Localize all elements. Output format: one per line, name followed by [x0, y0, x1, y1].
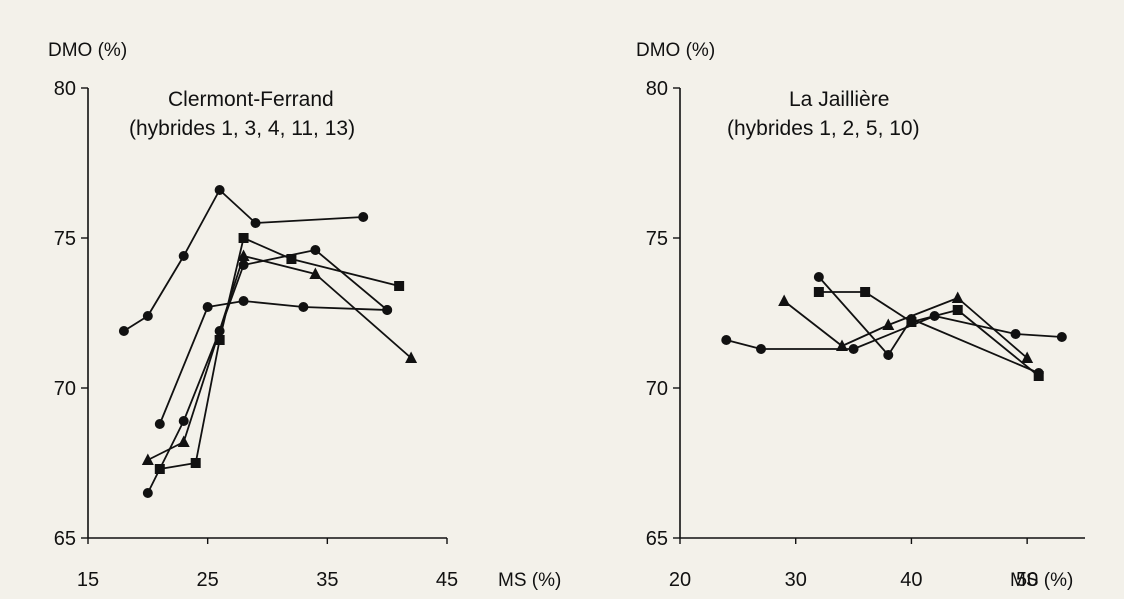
chart-1-series-2-point [154, 419, 165, 429]
chart-1-xtick-label: 25 [197, 569, 219, 591]
chart-1-series-5-point [214, 326, 225, 336]
chart-2-xtick-label: 30 [785, 569, 807, 591]
chart-2-ytick-label: 80 [646, 78, 668, 100]
chart-1-series-3-point [177, 435, 190, 447]
chart-2-ylabel: DMO (%) [636, 40, 715, 61]
chart-1-axes [87, 88, 447, 539]
chart-1-xlabel: MS (%) [498, 570, 561, 591]
chart-2-series-2-line [818, 276, 1040, 374]
chart-1-series-5-point [142, 488, 153, 498]
chart-1-series-1-point [178, 251, 189, 261]
chart-2-xtick-label: 40 [900, 569, 922, 591]
chart-2-xlabel: MS (%) [1010, 570, 1073, 591]
chart-2-series-1-point [1010, 329, 1021, 339]
chart-2-series-3-point [951, 291, 964, 303]
chart-1-series-4-point [394, 281, 405, 291]
chart-1-series-3-point [405, 351, 418, 363]
chart-2-xtick-label: 50 [1016, 569, 1038, 591]
chart-2-series-4-point [1033, 371, 1044, 381]
chart-2-ytick-label: 75 [646, 228, 668, 250]
chart-2-series-1-point [756, 344, 766, 354]
chart-1-series-1-point [250, 218, 261, 228]
chart-1-series-4-point [238, 233, 249, 243]
chart-2-ticks: 65 70 75 80 20 30 40 50 [646, 78, 1039, 591]
chart-2-series-4-point [860, 287, 871, 297]
chart-1-series-4-point [214, 335, 225, 345]
chart-1-title: Clermont-Ferrand [168, 88, 334, 111]
chart-la-jailliere: DMO (%) La Jaillière (hybrides 1, 2, 5, … [636, 40, 1085, 591]
chart-2-xtick-label: 20 [669, 569, 691, 591]
chart-2-series-4-point [813, 287, 824, 297]
chart-2-title: La Jaillière [789, 88, 889, 111]
chart-2-series-3-point [836, 339, 848, 351]
chart-2-axes [679, 88, 1085, 539]
chart-1-xtick-label: 15 [77, 569, 99, 591]
chart-2-subtitle: (hybrides 1, 2, 5, 10) [727, 117, 920, 140]
chart-1-series-3-point [141, 453, 154, 465]
chart-2-series [721, 272, 1067, 381]
chart-2-series-4-point [952, 305, 963, 315]
chart-2-series-3-point [1021, 351, 1034, 363]
chart-1-series-1-point [142, 311, 153, 321]
chart-2-series-1-line [726, 315, 1062, 350]
chart-1-ticks: 65 70 75 80 15 25 35 45 [54, 78, 458, 591]
chart-1-ytick-label: 75 [54, 228, 76, 250]
chart-1-series-5-point [382, 305, 393, 315]
chart-2-series-3-point [778, 294, 791, 306]
chart-1-ytick-label: 80 [54, 78, 76, 100]
chart-1-series-2-point [202, 302, 213, 312]
chart-2-series-1-point [1056, 332, 1067, 342]
chart-2-series-4-point [906, 317, 917, 327]
chart-1-series-5-line [146, 249, 388, 494]
chart-1-series-5-point [310, 245, 321, 255]
chart-1-ytick-label: 70 [54, 378, 76, 400]
chart-1-subtitle: (hybrides 1, 3, 4, 11, 13) [129, 117, 355, 140]
chart-2-series-1-point [848, 344, 859, 354]
chart-1-series-1-point [118, 326, 129, 336]
chart-1-series-1-point [358, 212, 369, 222]
chart-1-series-2-point [238, 296, 249, 306]
chart-2-series-2-point [813, 272, 824, 282]
chart-1-series-1-point [214, 185, 225, 195]
chart-1-series-4-point [286, 254, 297, 264]
chart-clermont-ferrand: DMO (%) Clermont-Ferrand (hybrides 1, 3,… [48, 40, 561, 591]
chart-1-series-3-point [237, 249, 250, 261]
chart-1-ylabel: DMO (%) [48, 40, 127, 61]
chart-1-xtick-label: 45 [436, 569, 458, 591]
chart-2-series-2-point [883, 350, 894, 360]
chart-1-series-4-point [190, 458, 201, 468]
chart-2-series-1-point [721, 335, 732, 345]
chart-1-series-2-point [298, 302, 309, 312]
chart-2-ytick-label: 65 [646, 528, 668, 550]
chart-1-series-5-point [178, 416, 189, 426]
chart-1-series [118, 185, 418, 498]
chart-1-xtick-label: 35 [316, 569, 338, 591]
chart-1-series-3-point [309, 267, 322, 279]
chart-2-series-3-point [882, 318, 895, 330]
chart-1-series-4-line [159, 237, 400, 470]
chart-2-ytick-label: 70 [646, 378, 668, 400]
chart-1-ytick-label: 65 [54, 528, 76, 550]
chart-1-series-5-point [238, 260, 249, 270]
